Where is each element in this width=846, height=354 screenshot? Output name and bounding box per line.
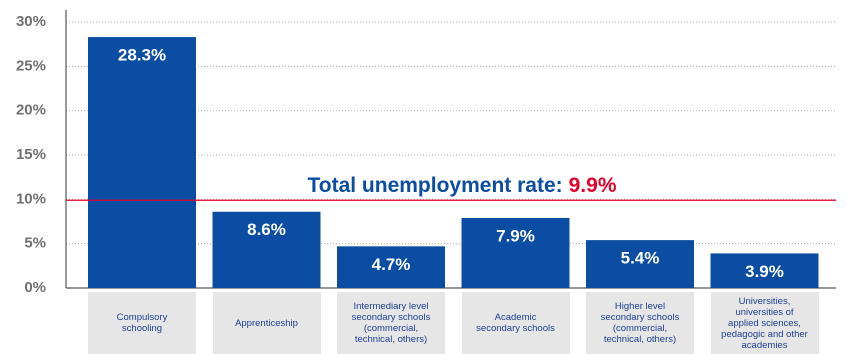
y-tick-label: 0% [24, 279, 46, 296]
bar [88, 37, 196, 288]
y-tick-label: 15% [16, 146, 46, 163]
y-tick-label: 5% [24, 235, 46, 252]
data-label: 8.6% [247, 220, 286, 239]
y-tick-label: 25% [16, 57, 46, 74]
bar [337, 246, 445, 288]
reference-value-label: 9.9% [569, 174, 617, 197]
y-tick-label: 10% [16, 190, 46, 207]
data-label: 28.3% [118, 46, 166, 65]
x-tick-label: Apprenticeship [212, 292, 321, 354]
bar [461, 217, 570, 288]
x-tick-label: Compulsory schooling [88, 292, 196, 354]
x-tick-label: Intermediary level secondary schools (co… [337, 292, 445, 354]
x-tick-label: Higher level secondary schools (commerci… [586, 292, 694, 354]
y-tick-label: 30% [16, 13, 46, 30]
data-label: 5.4% [621, 249, 660, 268]
y-tick-label: 20% [16, 102, 46, 119]
bar [710, 253, 819, 288]
reference-annotation: Total unemployment rate: 9.9% [307, 174, 616, 197]
data-label: 7.9% [496, 226, 535, 245]
data-label: 3.9% [745, 262, 784, 281]
bar [212, 211, 321, 288]
reference-label: Total unemployment rate: [307, 174, 562, 197]
x-tick-label: Universities, universities of applied sc… [710, 292, 819, 354]
bar [586, 240, 694, 288]
data-label: 4.7% [372, 255, 411, 274]
x-tick-label: Academic secondary schools [461, 292, 570, 354]
